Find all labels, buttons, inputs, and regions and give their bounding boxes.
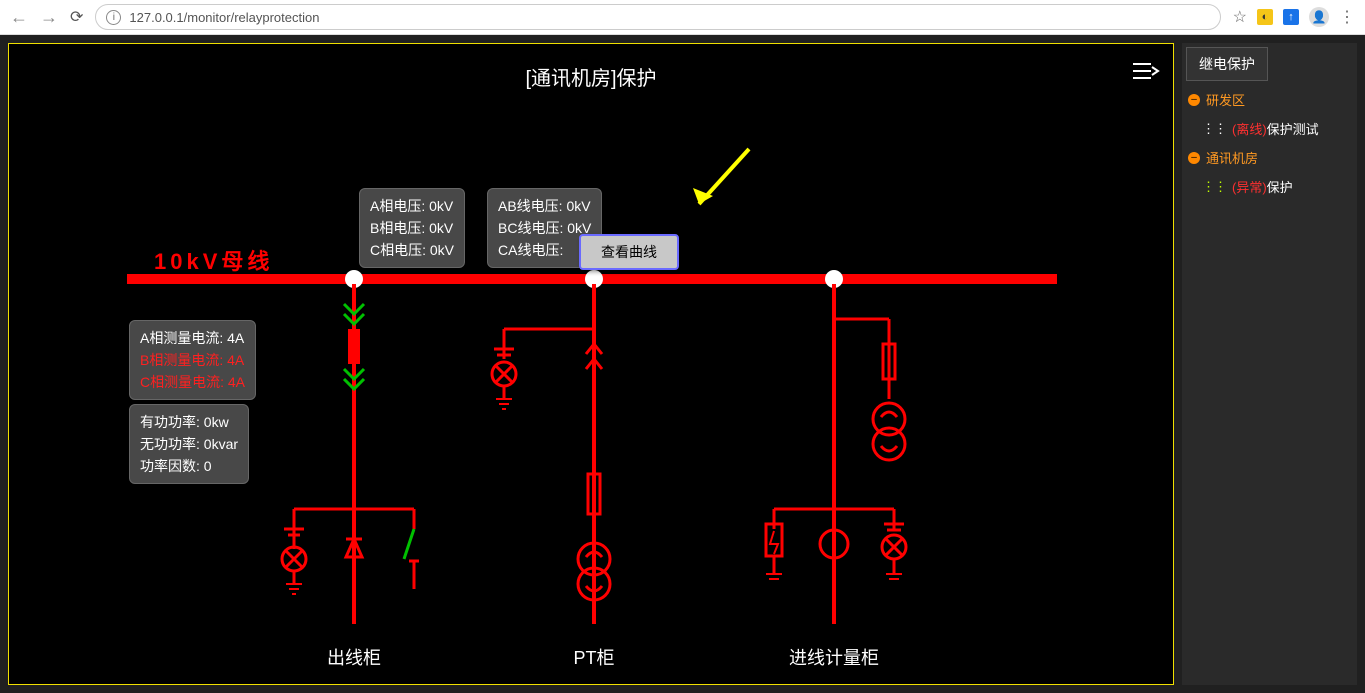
tree-label: 通讯机房: [1206, 148, 1258, 167]
drag-handle-icon: ⋮⋮: [1202, 179, 1226, 195]
voltage-a: A相电压: 0kV: [370, 195, 454, 217]
sidebar-tab-relay[interactable]: 继电保护: [1186, 47, 1268, 81]
current-c: C相测量电流: 4A: [140, 371, 245, 393]
voltage-bc: BC线电压: 0kV: [498, 217, 591, 239]
arrow-annotation-icon: [679, 144, 759, 224]
voltage-b: B相电压: 0kV: [370, 217, 454, 239]
hamburger-menu-icon[interactable]: [1133, 62, 1155, 86]
current-b: B相测量电流: 4A: [140, 349, 245, 371]
tree-label: 研发区: [1206, 90, 1245, 109]
current-box[interactable]: A相测量电流: 4A B相测量电流: 4A C相测量电流: 4A: [129, 320, 256, 400]
menu-kebab-icon[interactable]: ⋮: [1339, 7, 1355, 27]
power-box[interactable]: 有功功率: 0kw 无功功率: 0kvar 功率因数: 0: [129, 404, 249, 484]
browser-toolbar: ← → ⟳ i 127.0.0.1/monitor/relayprotectio…: [0, 0, 1365, 35]
feeder-2-label: PT柜: [573, 644, 614, 670]
back-button[interactable]: ←: [10, 7, 28, 28]
reload-button[interactable]: ⟳: [70, 7, 83, 27]
tree-leaf-rd-1[interactable]: ⋮⋮ (离线)保护测试: [1182, 114, 1357, 143]
tree-leaf-comm-1[interactable]: ⋮⋮ (异常)保护: [1182, 172, 1357, 201]
url-text: 127.0.0.1/monitor/relayprotection: [129, 10, 319, 25]
feeder-3-label: 进线计量柜: [789, 644, 879, 670]
page-title: [通讯机房]保护: [9, 44, 1173, 101]
star-icon[interactable]: ☆: [1233, 7, 1247, 27]
feeder-1-label: 出线柜: [327, 644, 381, 670]
url-bar[interactable]: i 127.0.0.1/monitor/relayprotection: [95, 4, 1220, 30]
power-factor: 功率因数: 0: [140, 455, 238, 477]
collapse-icon[interactable]: –: [1188, 152, 1200, 164]
status-offline: (离线): [1232, 122, 1267, 137]
feeder-2-symbols: [489, 299, 699, 639]
busbar-label: 10kV母线: [154, 244, 273, 276]
tree-node-rd[interactable]: – 研发区: [1182, 85, 1357, 114]
voltage-ab: AB线电压: 0kV: [498, 195, 591, 217]
voltage-c: C相电压: 0kV: [370, 239, 454, 261]
extension-icon-2[interactable]: ↑: [1283, 9, 1299, 25]
power-reactive: 无功功率: 0kvar: [140, 433, 238, 455]
forward-button[interactable]: →: [40, 7, 58, 28]
profile-avatar[interactable]: 👤: [1309, 7, 1329, 27]
leaf-label: 保护测试: [1267, 122, 1319, 137]
feeder-1-symbols: [284, 299, 424, 619]
sidebar: 继电保护 – 研发区 ⋮⋮ (离线)保护测试 – 通讯机房 ⋮⋮ (异常)保护: [1182, 43, 1357, 685]
diagram-panel: [通讯机房]保护 10kV母线 A相电压: 0kV B相电压: 0kV C相电压…: [8, 43, 1174, 685]
current-a: A相测量电流: 4A: [140, 327, 245, 349]
status-abnormal: (异常): [1232, 180, 1267, 195]
voltage-ca: CA线电压:: [498, 239, 591, 261]
leaf-label: 保护: [1267, 180, 1293, 195]
site-info-icon[interactable]: i: [106, 10, 121, 25]
feeder-3-symbols: [769, 299, 949, 639]
extension-icon-1[interactable]: ◐: [1257, 9, 1273, 25]
toolbar-right: ☆ ◐ ↑ 👤 ⋮: [1233, 7, 1355, 27]
context-menu-view-curve[interactable]: 查看曲线: [579, 234, 679, 270]
drag-handle-icon: ⋮⋮: [1202, 121, 1226, 137]
power-active: 有功功率: 0kw: [140, 411, 238, 433]
context-menu-label: 查看曲线: [601, 244, 657, 260]
phase-voltage-box[interactable]: A相电压: 0kV B相电压: 0kV C相电压: 0kV: [359, 188, 465, 268]
tree-node-comm[interactable]: – 通讯机房: [1182, 143, 1357, 172]
tree: – 研发区 ⋮⋮ (离线)保护测试 – 通讯机房 ⋮⋮ (异常)保护: [1182, 85, 1357, 201]
collapse-icon[interactable]: –: [1188, 94, 1200, 106]
